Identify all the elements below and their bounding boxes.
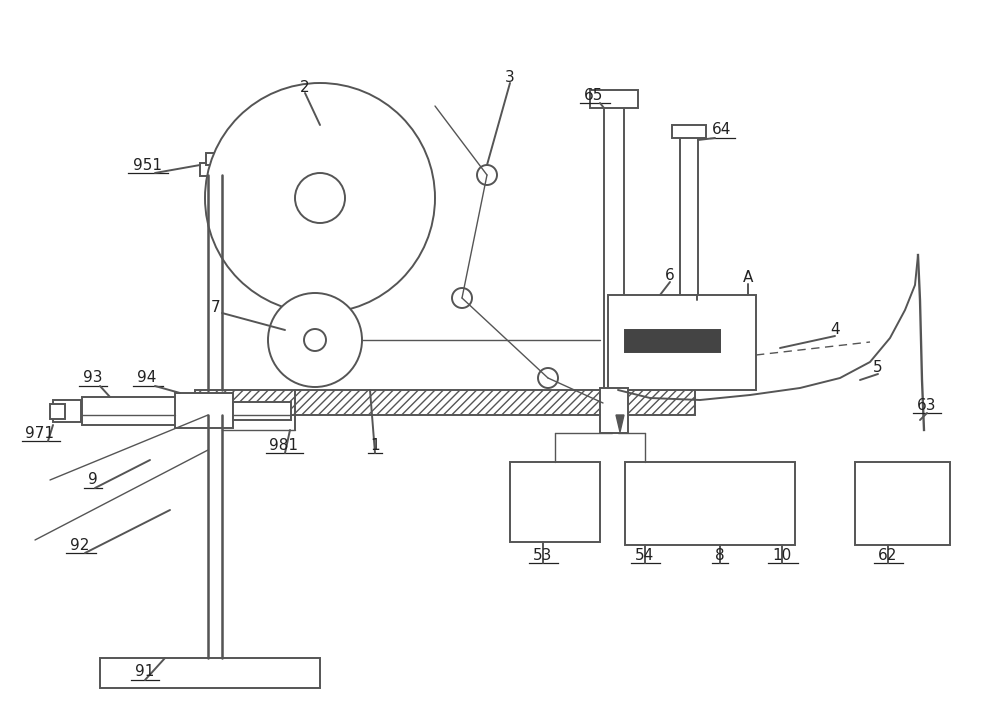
Bar (50, 404, 65, 419)
Bar (625, 330, 720, 352)
Text: 3: 3 (505, 70, 515, 85)
Text: 63: 63 (917, 398, 937, 412)
Text: 1: 1 (370, 438, 380, 453)
Circle shape (268, 293, 362, 387)
Text: 53: 53 (533, 548, 553, 563)
Text: 2: 2 (300, 80, 310, 94)
Bar (608, 295, 756, 390)
Circle shape (452, 288, 472, 308)
Bar (510, 462, 600, 542)
Circle shape (304, 329, 326, 351)
Circle shape (538, 368, 558, 388)
Bar (680, 135, 698, 295)
Text: 981: 981 (270, 438, 298, 453)
Text: 93: 93 (83, 371, 103, 386)
Bar (206, 153, 232, 165)
Text: 91: 91 (135, 665, 155, 680)
Text: 54: 54 (635, 548, 655, 563)
Bar (855, 462, 950, 545)
Circle shape (205, 83, 435, 313)
Text: 971: 971 (26, 426, 54, 441)
Text: 62: 62 (878, 548, 898, 563)
Bar (200, 163, 238, 176)
Text: A: A (743, 271, 753, 286)
Text: 92: 92 (70, 537, 90, 553)
Bar (82, 397, 177, 425)
Bar (625, 462, 795, 545)
Text: 8: 8 (715, 548, 725, 563)
Text: 94: 94 (137, 371, 157, 386)
Text: 5: 5 (873, 360, 883, 376)
Bar (600, 388, 628, 433)
Text: 6: 6 (665, 267, 675, 283)
Text: 10: 10 (772, 548, 792, 563)
Text: 64: 64 (712, 123, 732, 137)
Bar (195, 390, 695, 415)
Text: 9: 9 (88, 472, 98, 487)
Bar (175, 393, 233, 428)
Text: 65: 65 (584, 87, 604, 102)
Bar (233, 402, 291, 420)
Text: 4: 4 (830, 322, 840, 338)
Bar (672, 125, 706, 138)
Circle shape (295, 173, 345, 223)
Polygon shape (616, 415, 624, 432)
Text: 7: 7 (211, 300, 221, 316)
Bar (590, 90, 638, 108)
Bar (53, 400, 81, 422)
Bar (100, 658, 320, 688)
Circle shape (477, 165, 497, 185)
Bar (604, 105, 624, 420)
Text: 951: 951 (132, 157, 162, 173)
